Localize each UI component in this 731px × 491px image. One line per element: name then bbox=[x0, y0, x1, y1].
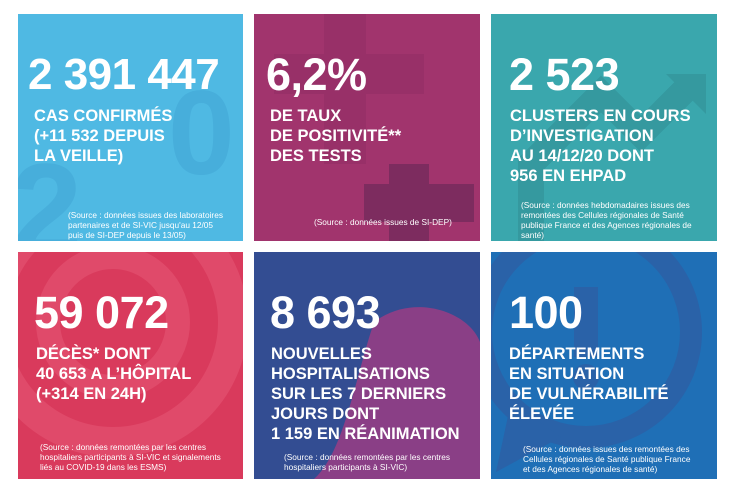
tile-clusters: 2 523 CLUSTERS EN COURS D’INVESTIGATION … bbox=[491, 14, 717, 241]
tile-background-decoration: 2 0 bbox=[18, 66, 235, 241]
departments-label: DÉPARTEMENTS EN SITUATION DE VULNÉRABILI… bbox=[509, 344, 669, 424]
source-line: liés au COVID-19 dans les ESMS) bbox=[40, 462, 167, 472]
label-line: LA VEILLE) bbox=[34, 147, 124, 165]
positivity-rate-label: DE TAUX DE POSITIVITÉ** DES TESTS bbox=[270, 106, 401, 166]
label-line: DE TAUX bbox=[270, 107, 342, 125]
tile-hospitalisations: 8 693 NOUVELLES HOSPITALISATIONS SUR LES… bbox=[254, 252, 480, 479]
label-line: SUR LES 7 DERNIERS bbox=[271, 385, 447, 403]
positivity-rate-number: 6,2% bbox=[266, 49, 367, 100]
label-line: ÉLEVÉE bbox=[509, 405, 575, 423]
tile-background-decoration bbox=[274, 14, 474, 241]
source-line: Cellules régionales de Santé publique Fr… bbox=[523, 454, 691, 464]
source-line: partenaires et de SI-VIC jusqu'au 12/05 bbox=[68, 220, 214, 230]
label-line: DÉCÈS* DONT bbox=[36, 345, 151, 363]
label-line: CLUSTERS EN COURS bbox=[510, 107, 691, 125]
label-line: NOUVELLES bbox=[271, 345, 372, 363]
source-line: (Source : données remontées par les cent… bbox=[40, 442, 207, 452]
source-line: (Source : données issues de SI-DEP) bbox=[314, 217, 452, 227]
label-line: DE POSITIVITÉ** bbox=[270, 127, 402, 145]
label-line: CAS CONFIRMÉS bbox=[34, 107, 173, 125]
tile-background-decoration bbox=[491, 252, 702, 472]
clusters-source: (Source : données hebdomadaires issues d… bbox=[521, 200, 692, 240]
source-line: (Source : données issues des laboratoire… bbox=[68, 210, 223, 220]
label-line: DE VULNÉRABILITÉ bbox=[509, 385, 669, 403]
hospitalisations-number: 8 693 bbox=[270, 287, 381, 338]
label-line: HOSPITALISATIONS bbox=[271, 365, 430, 383]
label-line: 956 EN EHPAD bbox=[510, 167, 627, 185]
source-line: puis de SI-DEP depuis le 13/05) bbox=[68, 230, 186, 240]
source-line: et des Agences régionales de santé) bbox=[523, 464, 658, 474]
label-line: 40 653 A L’HÔPITAL bbox=[36, 365, 192, 383]
source-line: hospitaliers participants à SI-VIC et si… bbox=[40, 452, 221, 462]
deaths-source: (Source : données remontées par les cent… bbox=[40, 442, 221, 472]
label-line: DES TESTS bbox=[270, 147, 362, 165]
label-line: JOURS DONT bbox=[271, 405, 380, 423]
clusters-number: 2 523 bbox=[509, 49, 620, 100]
confirmed-cases-label: CAS CONFIRMÉS (+11 532 DEPUIS LA VEILLE) bbox=[34, 106, 172, 166]
label-line: (+11 532 DEPUIS bbox=[34, 127, 165, 145]
clusters-label: CLUSTERS EN COURS D’INVESTIGATION AU 14/… bbox=[510, 106, 691, 186]
tile-background-decoration bbox=[18, 252, 243, 457]
confirmed-cases-source: (Source : données issues des laboratoire… bbox=[68, 210, 223, 240]
hospitalisations-source: (Source : données remontées par les cent… bbox=[284, 452, 450, 472]
tile-confirmed-cases: 2 0 2 391 447 CAS CONFIRMÉS (+11 532 DEP… bbox=[18, 14, 243, 241]
source-line: (Source : données issues des remontées d… bbox=[523, 444, 690, 454]
tile-background-decoration bbox=[518, 74, 706, 241]
label-line: AU 14/12/20 DONT bbox=[510, 147, 654, 165]
source-line: santé) bbox=[521, 230, 545, 240]
deaths-number: 59 072 bbox=[34, 287, 169, 338]
tile-background-decoration bbox=[314, 307, 480, 479]
confirmed-cases-number: 2 391 447 bbox=[28, 50, 220, 99]
source-line: publique France et des Agences régionale… bbox=[521, 220, 692, 230]
positivity-rate-source: (Source : données issues de SI-DEP) bbox=[314, 217, 452, 227]
source-line: hospitaliers participants à SI-VIC) bbox=[284, 462, 408, 472]
source-line: (Source : données hebdomadaires issues d… bbox=[521, 200, 690, 210]
departments-number: 100 bbox=[509, 287, 583, 338]
tile-deaths: 59 072 DÉCÈS* DONT 40 653 A L’HÔPITAL (+… bbox=[18, 252, 243, 479]
label-line: 1 159 EN RÉANIMATION bbox=[271, 425, 460, 443]
source-line: remontées des Cellules régionales de San… bbox=[521, 210, 684, 220]
source-line: (Source : données remontées par les cent… bbox=[284, 452, 451, 462]
label-line: EN SITUATION bbox=[509, 365, 625, 383]
deaths-label: DÉCÈS* DONT 40 653 A L’HÔPITAL (+314 EN … bbox=[36, 344, 191, 404]
svg-text:0: 0 bbox=[168, 66, 235, 200]
label-line: (+314 EN 24H) bbox=[36, 385, 147, 403]
hospitalisations-label: NOUVELLES HOSPITALISATIONS SUR LES 7 DER… bbox=[271, 344, 460, 444]
tile-positivity-rate: 6,2% DE TAUX DE POSITIVITÉ** DES TESTS (… bbox=[254, 14, 480, 241]
departments-source: (Source : données issues des remontées d… bbox=[523, 444, 690, 474]
tile-departments: 100 DÉPARTEMENTS EN SITUATION DE VULNÉRA… bbox=[491, 252, 717, 479]
label-line: DÉPARTEMENTS bbox=[509, 345, 645, 363]
label-line: D’INVESTIGATION bbox=[510, 127, 654, 145]
svg-text:2: 2 bbox=[18, 136, 82, 241]
